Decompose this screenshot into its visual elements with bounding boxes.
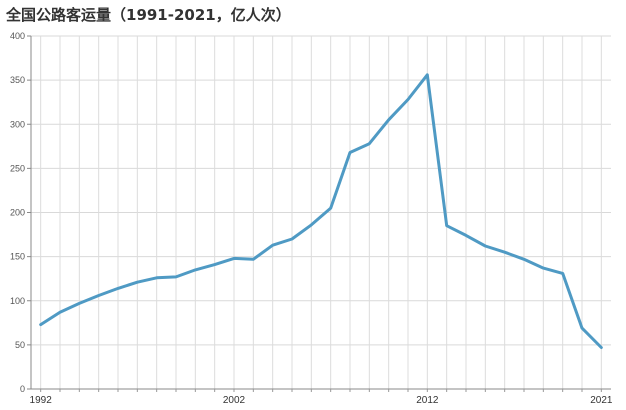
data-point [97, 294, 100, 297]
data-point [523, 258, 525, 261]
data-point [426, 74, 429, 76]
x-tick-label: 2021 [590, 395, 613, 406]
y-tick-label: 300 [10, 119, 25, 129]
y-axis-ticks: 0 50 100 150 200 250 300 350 400 [10, 31, 31, 394]
data-point [561, 272, 564, 275]
data-point [155, 277, 158, 279]
y-tick-label: 250 [10, 163, 25, 173]
data-point [291, 238, 293, 240]
data-point [39, 323, 42, 326]
data-point [503, 251, 506, 254]
y-tick-label: 350 [10, 75, 25, 85]
x-tick-label: 2012 [416, 395, 439, 406]
data-point [368, 142, 371, 145]
data-point [600, 346, 603, 349]
data-point [465, 234, 467, 237]
data-point [59, 311, 61, 314]
y-tick-label: 150 [10, 252, 25, 262]
data-point [233, 257, 235, 260]
x-tick-label: 2002 [223, 395, 246, 406]
data-point [117, 287, 119, 290]
data-point [213, 263, 216, 266]
series-layer [39, 73, 603, 349]
data-point [484, 245, 487, 247]
data-point [194, 269, 197, 271]
data-point [387, 119, 390, 121]
data-point [310, 224, 313, 226]
data-point [445, 224, 448, 227]
y-tick-label: 400 [10, 31, 25, 41]
data-point [581, 327, 583, 329]
y-tick-label: 50 [15, 340, 25, 350]
data-point [349, 151, 351, 154]
data-point [175, 276, 177, 278]
y-tick-label: 200 [10, 208, 25, 218]
grid-lines [31, 35, 611, 389]
data-point [407, 98, 409, 101]
y-tick-label: 0 [20, 384, 25, 394]
series-line [39, 73, 603, 349]
x-axis-ticks: 1992 2002 2012 2021 [30, 389, 613, 406]
chart-title: 全国公路客运量（1991-2021，亿人次） [6, 6, 291, 24]
y-tick-label: 100 [10, 296, 25, 306]
data-point [271, 244, 274, 246]
data-point [252, 258, 255, 261]
data-point [329, 207, 332, 209]
x-tick-label: 1992 [30, 395, 53, 406]
data-point [78, 302, 81, 305]
data-point [136, 281, 139, 284]
data-point [542, 267, 545, 269]
